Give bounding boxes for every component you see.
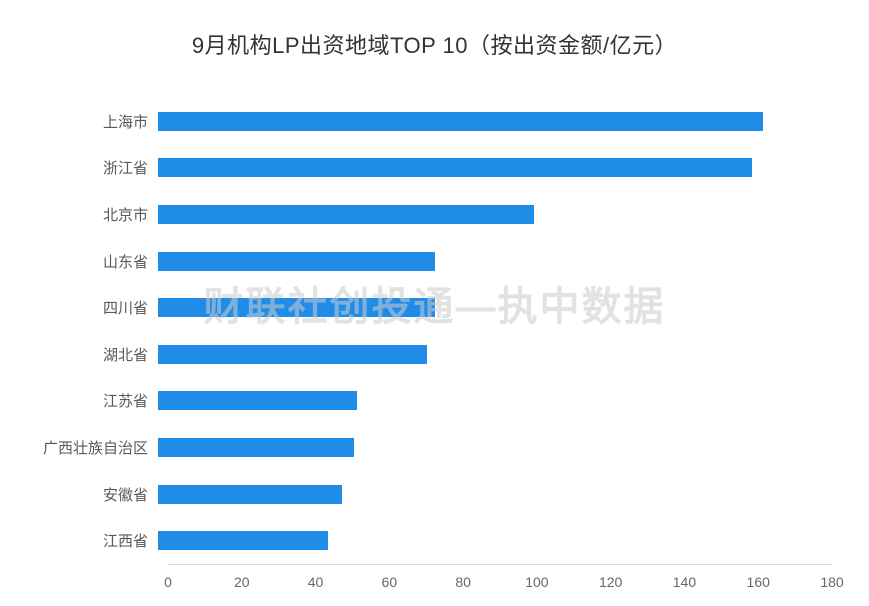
category-label: 山东省 [102,253,148,271]
bar-track [158,111,822,131]
bar [158,437,354,457]
x-tick-label: 0 [164,573,172,590]
category-label: 四川省 [102,300,148,318]
x-tick-label: 80 [455,573,471,590]
chart-row: 山东省 [0,238,869,285]
bar-chart: 上海市浙江省北京市山东省四川省湖北省江苏省广西壮族自治区安徽省江西省 0 20 40… [0,98,869,598]
bar-track [158,204,822,224]
chart-row: 广西壮族自治区 [0,424,869,471]
bar-track [158,484,822,504]
chart-row: 江西省 [0,517,869,564]
bar-track [158,251,822,271]
chart-row: 浙江省 [0,145,869,192]
bar-track [158,391,822,411]
chart-title: 9月机构LP出资地域TOP 10（按出资金额/亿元） [191,33,678,58]
category-label: 浙江省 [102,160,148,178]
chart-row: 四川省 [0,284,869,331]
chart-row: 安徽省 [0,471,869,518]
bar-track [158,344,822,364]
bar-track [158,531,822,551]
x-tick-label: 60 [381,573,398,590]
chart-row: 上海市 [0,98,869,145]
chart-row: 湖北省 [0,331,869,378]
bar [158,158,752,178]
x-axis: 0 20 40 60 80 100 120 140 160 180 [164,563,844,598]
bar [158,531,328,551]
x-tick-label: 100 [525,573,549,590]
bar [158,298,435,318]
bar [158,344,428,364]
category-label: 江西省 [102,533,148,551]
chart-rows: 上海市浙江省北京市山东省四川省湖北省江苏省广西壮族自治区安徽省江西省 [0,98,869,564]
category-label: 广西壮族自治区 [42,439,148,457]
bar-track [158,158,822,178]
bar [158,204,535,224]
bar [158,251,435,271]
chart-row: 北京市 [0,191,869,238]
x-tick-label: 40 [307,573,324,590]
category-label: 江苏省 [102,393,148,411]
x-tick-label: 120 [598,573,623,590]
bar-track [158,437,822,457]
category-label: 安徽省 [102,486,148,504]
chart-row: 江苏省 [0,378,869,425]
category-label: 湖北省 [102,346,148,364]
bar [158,484,343,504]
x-tick-label: 180 [820,573,844,590]
x-tick-label: 140 [672,573,697,590]
bar-track [158,298,822,318]
category-label: 北京市 [102,206,148,224]
bar [158,111,763,131]
x-tick-label: 160 [746,573,770,590]
category-label: 上海市 [102,113,148,131]
x-tick-label: 20 [233,573,250,590]
bar [158,391,358,411]
